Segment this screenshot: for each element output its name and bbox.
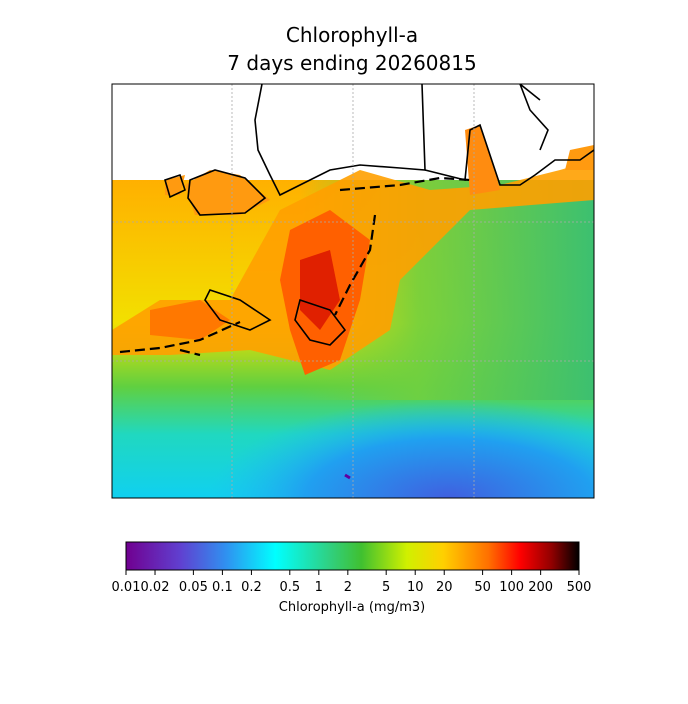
colorbar-tick-label: 200 xyxy=(528,580,553,595)
colorbar-label: Chlorophyll-a (mg/m3) xyxy=(279,600,425,615)
colorbar-tick-label: 0.5 xyxy=(279,580,300,595)
colorbar-tick-label: 20 xyxy=(436,580,453,595)
colorbar-tick-label: 0.01 xyxy=(112,580,141,595)
colorbar-tick-label: 0.2 xyxy=(241,580,262,595)
map xyxy=(112,84,594,498)
colorbar-tick-label: 50 xyxy=(474,580,491,595)
colorbar-tick-label: 2 xyxy=(344,580,352,595)
colorbar-tick-label: 0.1 xyxy=(212,580,233,595)
colorbar-tick-label: 0.05 xyxy=(179,580,208,595)
colorbar-tick-label: 10 xyxy=(407,580,424,595)
colorbar-ticks: 0.01 0.02 0.05 0.1 0.2 0.5 1 2 5 10 20 50 100 200 500 xyxy=(112,570,592,595)
title-line: Chlorophyll-a xyxy=(286,23,418,47)
colorbar-tick-label: 500 xyxy=(567,580,592,595)
colorbar-tick-label: 5 xyxy=(382,580,390,595)
colorbar xyxy=(125,541,580,571)
colorbar-tick-label: 0.02 xyxy=(141,580,170,595)
map-frame xyxy=(111,83,595,499)
colorbar-tick-label: 100 xyxy=(499,580,524,595)
colorbar-tick-label: 1 xyxy=(315,580,323,595)
title-line: 7 days ending 20260815 xyxy=(227,51,476,75)
